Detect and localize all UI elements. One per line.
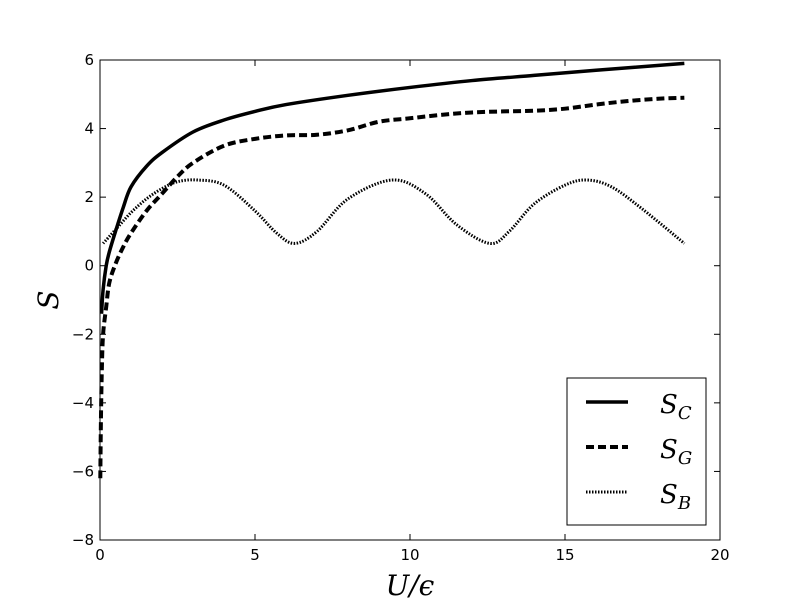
plot-frame: [99, 59, 721, 541]
y-tick-label: −8: [72, 531, 94, 549]
x-tick-label: 10: [400, 546, 419, 564]
x-axis-title: U/ϵ: [386, 569, 435, 600]
legend-label-s-b: SB: [660, 480, 691, 514]
y-tick-label: 2: [84, 188, 94, 206]
x-tick-label: 5: [250, 546, 260, 564]
y-tick-label: 4: [84, 120, 94, 138]
y-tick-label: 0: [84, 257, 94, 275]
legend-label-s-c: SC: [660, 390, 692, 424]
y-tick-label: −4: [72, 394, 94, 412]
tick-labels: 0 5 10 15 20 −8 −6 −4 −2 0 2 4 6: [72, 51, 730, 564]
y-axis-title: S: [32, 290, 65, 309]
y-tick-label: −2: [72, 325, 94, 343]
series-line-s-b: [101, 178, 686, 246]
series-line-s-c: [99, 61, 685, 314]
legend-entries: SC SG SB: [586, 390, 692, 514]
series-lines: [98, 61, 686, 479]
y-tick-label: −6: [72, 462, 94, 480]
legend-label-s-g: SG: [660, 435, 692, 469]
y-tick-label: 6: [84, 51, 94, 69]
legend: SC SG SB: [566, 377, 707, 526]
x-tick-label: 0: [95, 546, 105, 564]
x-tick-label: 20: [710, 546, 729, 564]
series-line-s-g: [98, 95, 685, 479]
x-tick-label: 15: [555, 546, 574, 564]
